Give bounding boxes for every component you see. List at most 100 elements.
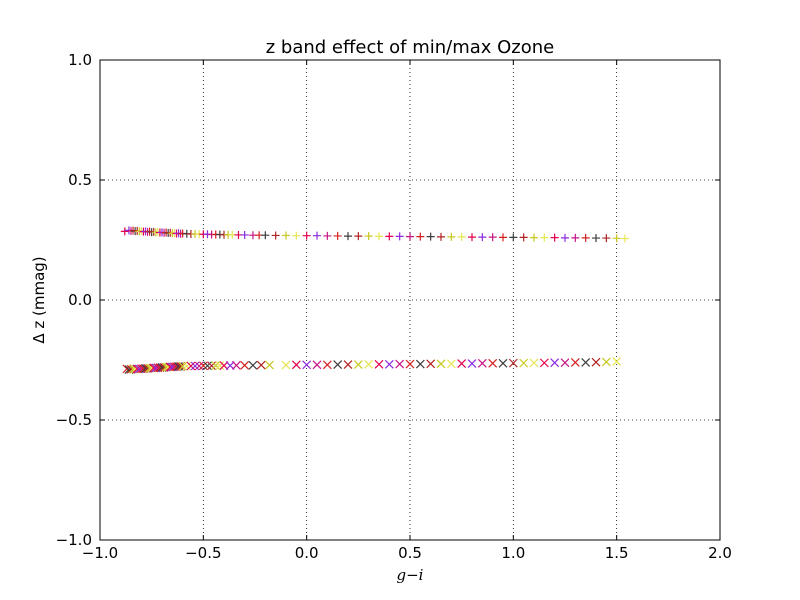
x-tick-label: −1.0 <box>82 544 118 562</box>
plus-marker <box>271 231 280 240</box>
x-marker <box>291 360 301 370</box>
plus-marker <box>313 231 321 240</box>
x-marker <box>446 359 456 369</box>
x-marker <box>426 359 436 369</box>
x-tick-label: 2.0 <box>708 544 732 562</box>
x-marker <box>219 361 229 370</box>
data-points <box>120 226 629 375</box>
plus-marker <box>344 232 352 241</box>
plus-marker <box>592 234 600 243</box>
x-marker <box>194 361 204 371</box>
series-x-markers <box>122 357 622 375</box>
x-marker <box>384 359 394 369</box>
plus-marker <box>385 232 394 241</box>
x-marker <box>240 360 250 370</box>
x-marker <box>174 362 183 371</box>
x-marker <box>570 357 580 367</box>
x-tick-label: −0.5 <box>185 544 221 562</box>
plus-marker <box>416 232 425 241</box>
plus-marker <box>468 233 476 242</box>
plus-marker <box>540 233 549 242</box>
x-marker <box>178 361 188 371</box>
plus-marker <box>240 230 249 239</box>
x-marker <box>395 359 405 369</box>
x-marker <box>333 360 343 369</box>
plus-marker <box>302 231 311 240</box>
x-marker <box>211 361 221 370</box>
plus-marker <box>354 232 363 241</box>
chart-title: z band effect of min/max Ozone <box>266 37 555 58</box>
plus-marker <box>364 232 373 241</box>
x-marker <box>343 360 353 369</box>
grid-lines <box>100 60 720 540</box>
x-marker <box>281 360 291 370</box>
plus-marker <box>571 233 580 242</box>
y-tick-label: 0.5 <box>68 171 92 189</box>
x-marker <box>612 357 622 366</box>
plus-marker <box>447 232 456 241</box>
plus-marker <box>581 233 590 242</box>
x-marker <box>415 359 425 369</box>
y-tick-label: −1.0 <box>56 531 92 549</box>
x-marker <box>550 358 560 368</box>
y-tick-label: 0.0 <box>68 291 92 309</box>
x-marker <box>207 361 217 371</box>
x-marker <box>322 360 332 370</box>
plus-marker <box>530 233 538 242</box>
x-marker <box>591 357 601 367</box>
plus-marker <box>620 234 629 243</box>
x-marker <box>364 359 374 369</box>
plus-marker <box>292 231 301 240</box>
plus-marker <box>488 233 497 242</box>
axis-ticks: −1.0 −0.5 0.0 0.5 1.0 1.5 2.0 −1.0 −0.5 0.0 0.5 1.0 <box>56 51 732 562</box>
plus-marker <box>509 233 518 242</box>
x-marker <box>529 358 539 368</box>
x-marker <box>436 359 446 369</box>
plus-marker <box>261 231 270 240</box>
x-marker <box>477 358 487 368</box>
x-marker <box>519 358 529 368</box>
x-marker <box>601 357 611 367</box>
x-axis-label: g−i <box>397 566 424 584</box>
plus-marker <box>406 232 414 241</box>
x-marker <box>256 360 266 370</box>
x-tick-label: 0.0 <box>295 544 319 562</box>
x-marker <box>203 361 212 371</box>
y-tick-label: 1.0 <box>68 51 92 69</box>
x-marker <box>488 358 498 368</box>
plus-marker <box>323 231 332 240</box>
plus-marker <box>437 232 445 241</box>
x-marker <box>182 361 192 371</box>
x-marker <box>539 358 549 368</box>
plus-marker <box>457 232 466 241</box>
x-marker <box>467 359 477 369</box>
x-marker <box>198 361 208 371</box>
x-marker <box>405 359 415 369</box>
plus-marker <box>282 231 290 240</box>
x-tick-label: 0.5 <box>398 544 422 562</box>
x-marker <box>581 357 591 367</box>
x-marker <box>265 360 274 370</box>
plus-marker <box>550 233 559 242</box>
x-marker <box>457 359 467 369</box>
x-marker <box>186 361 196 371</box>
x-marker <box>560 358 570 368</box>
x-marker <box>374 359 384 369</box>
x-tick-label: 1.5 <box>605 544 629 562</box>
x-tick-label: 1.0 <box>501 544 525 562</box>
x-marker <box>190 361 200 371</box>
x-marker <box>215 361 225 370</box>
plus-marker <box>395 232 404 241</box>
plus-marker <box>561 233 569 242</box>
plus-marker <box>602 234 611 243</box>
x-marker <box>231 360 241 370</box>
plus-marker <box>333 231 342 240</box>
x-marker <box>498 358 508 368</box>
x-marker <box>302 360 312 370</box>
plus-marker <box>478 233 487 242</box>
plus-marker <box>519 233 528 242</box>
series-plus-markers <box>120 226 629 243</box>
y-axis-label: Δ z (mmag) <box>30 256 48 343</box>
x-marker <box>353 360 363 369</box>
